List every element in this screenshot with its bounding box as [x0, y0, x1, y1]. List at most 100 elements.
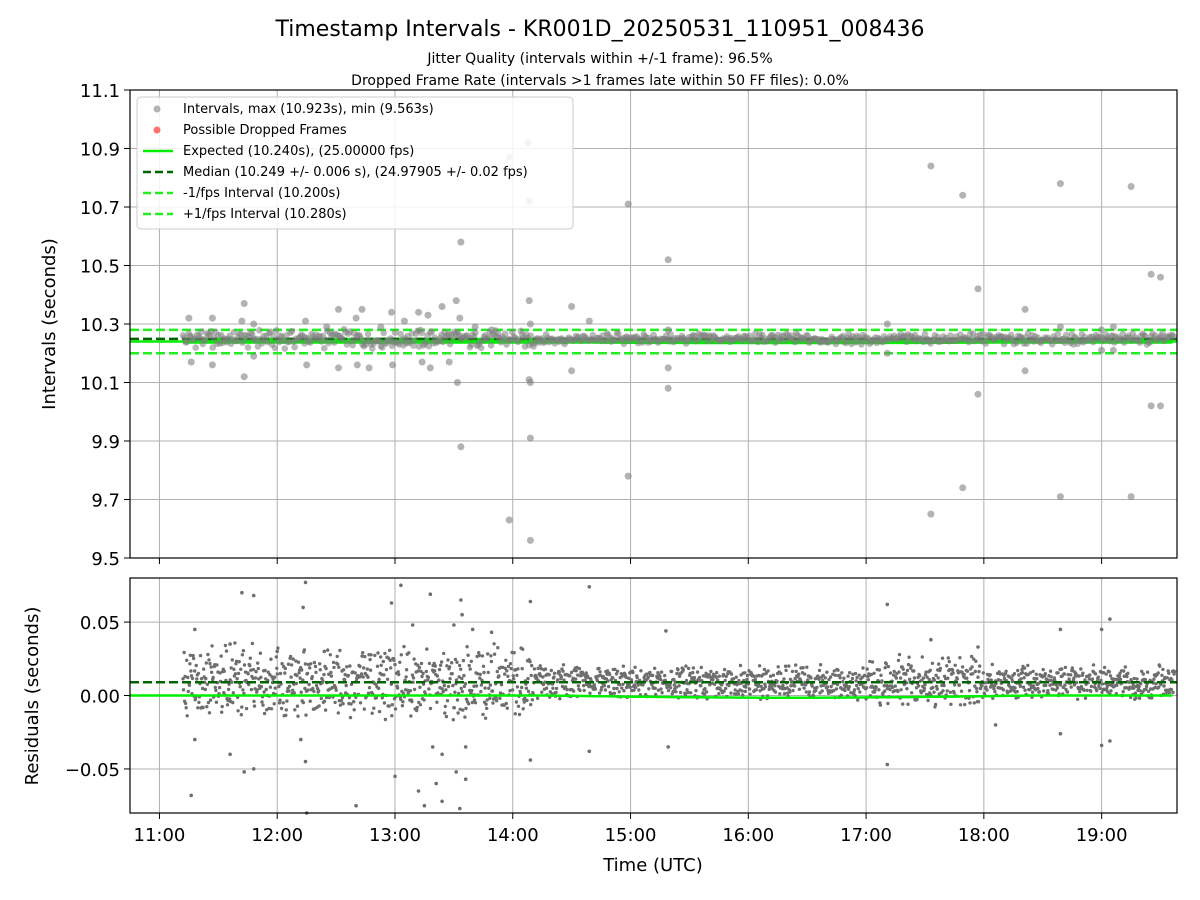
residual-point	[220, 654, 223, 657]
x-tick-label: 19:00	[1076, 825, 1128, 846]
residual-point	[558, 670, 561, 673]
residual-point	[802, 686, 805, 689]
residual-point	[1085, 689, 1088, 692]
residual-point	[604, 688, 607, 691]
residual-point	[363, 655, 366, 658]
residual-point	[985, 688, 988, 691]
residual-point	[496, 646, 499, 649]
residual-point	[343, 678, 346, 681]
residual-point	[418, 686, 421, 689]
residual-point	[548, 673, 551, 676]
residual-point	[918, 674, 921, 677]
residual-point	[390, 714, 393, 717]
residuals-y-tick-label: −0.05	[65, 760, 120, 781]
interval-point	[428, 328, 435, 335]
residual-point	[766, 669, 769, 672]
residual-point	[1124, 665, 1127, 668]
residual-point	[420, 662, 423, 665]
residual-outlier-point	[886, 763, 890, 767]
x-tick-label: 17:00	[840, 825, 892, 846]
residual-point	[252, 700, 255, 703]
residual-point	[1081, 672, 1084, 675]
residuals-y-tick-label: 0.05	[80, 613, 120, 634]
residual-point	[634, 686, 637, 689]
residual-point	[269, 658, 272, 661]
residual-outlier-point	[460, 613, 464, 617]
residual-point	[1019, 685, 1022, 688]
residual-point	[484, 717, 487, 720]
residual-outlier-point	[464, 777, 468, 781]
residual-point	[462, 659, 465, 662]
residual-point	[315, 684, 318, 687]
residual-outlier-point	[440, 800, 444, 804]
residual-point	[317, 689, 320, 692]
residual-point	[442, 652, 445, 655]
chart-subtitle-jitter: Jitter Quality (intervals within +/-1 fr…	[426, 51, 772, 67]
residual-point	[304, 713, 307, 716]
residual-point	[435, 701, 438, 704]
residual-point	[1022, 676, 1025, 679]
interval-outlier-point	[453, 297, 460, 304]
residual-point	[578, 667, 581, 670]
residual-point	[333, 701, 336, 704]
interval-point	[358, 336, 365, 343]
residual-point	[239, 685, 242, 688]
residual-outlier-point	[228, 753, 232, 757]
interval-outlier-point	[665, 364, 672, 371]
residual-point	[256, 661, 259, 664]
residual-point	[464, 682, 467, 685]
residual-point	[902, 668, 905, 671]
interval-outlier-point	[454, 379, 461, 386]
residual-point	[295, 674, 298, 677]
residual-point	[949, 703, 952, 706]
residual-point	[1094, 672, 1097, 675]
residual-point	[492, 642, 495, 645]
residual-point	[611, 676, 614, 679]
interval-outlier-point	[568, 303, 575, 310]
residual-point	[461, 690, 464, 693]
residual-outlier-point	[423, 804, 427, 808]
residual-point	[479, 690, 482, 693]
residual-point	[309, 700, 312, 703]
residual-point	[735, 676, 738, 679]
residual-outlier-point	[666, 745, 670, 749]
residual-point	[359, 701, 362, 704]
residual-point	[961, 665, 964, 668]
residual-point	[478, 654, 481, 657]
interval-outlier-point	[665, 256, 672, 263]
residual-point	[835, 687, 838, 690]
residual-point	[296, 715, 299, 718]
intervals-y-tick-label: 10.9	[80, 140, 120, 161]
residual-point	[541, 675, 544, 678]
residual-point	[700, 666, 703, 669]
x-tick-label: 12:00	[251, 825, 303, 846]
residual-outlier-point	[1108, 617, 1112, 621]
residual-point	[582, 684, 585, 687]
residual-point	[409, 714, 412, 717]
residual-point	[377, 678, 380, 681]
residual-point	[287, 689, 290, 692]
residual-point	[226, 703, 229, 706]
residual-point	[748, 693, 751, 696]
residual-point	[318, 662, 321, 665]
residual-point	[522, 707, 525, 710]
residual-point	[456, 698, 459, 701]
residual-point	[539, 664, 542, 667]
residual-point	[460, 687, 463, 690]
residual-point	[332, 666, 335, 669]
residual-point	[910, 691, 913, 694]
residual-point	[764, 685, 767, 688]
residual-point	[290, 663, 293, 666]
residual-point	[578, 689, 581, 692]
interval-outlier-point	[1098, 326, 1105, 333]
residual-point	[978, 664, 981, 667]
residual-point	[910, 664, 913, 667]
residual-point	[477, 651, 480, 654]
residual-point	[982, 671, 985, 674]
interval-point	[1055, 331, 1062, 338]
residual-outlier-point	[301, 606, 305, 610]
interval-point	[478, 345, 485, 352]
residual-outlier-point	[299, 738, 303, 742]
residual-point	[396, 686, 399, 689]
residual-point	[470, 689, 473, 692]
